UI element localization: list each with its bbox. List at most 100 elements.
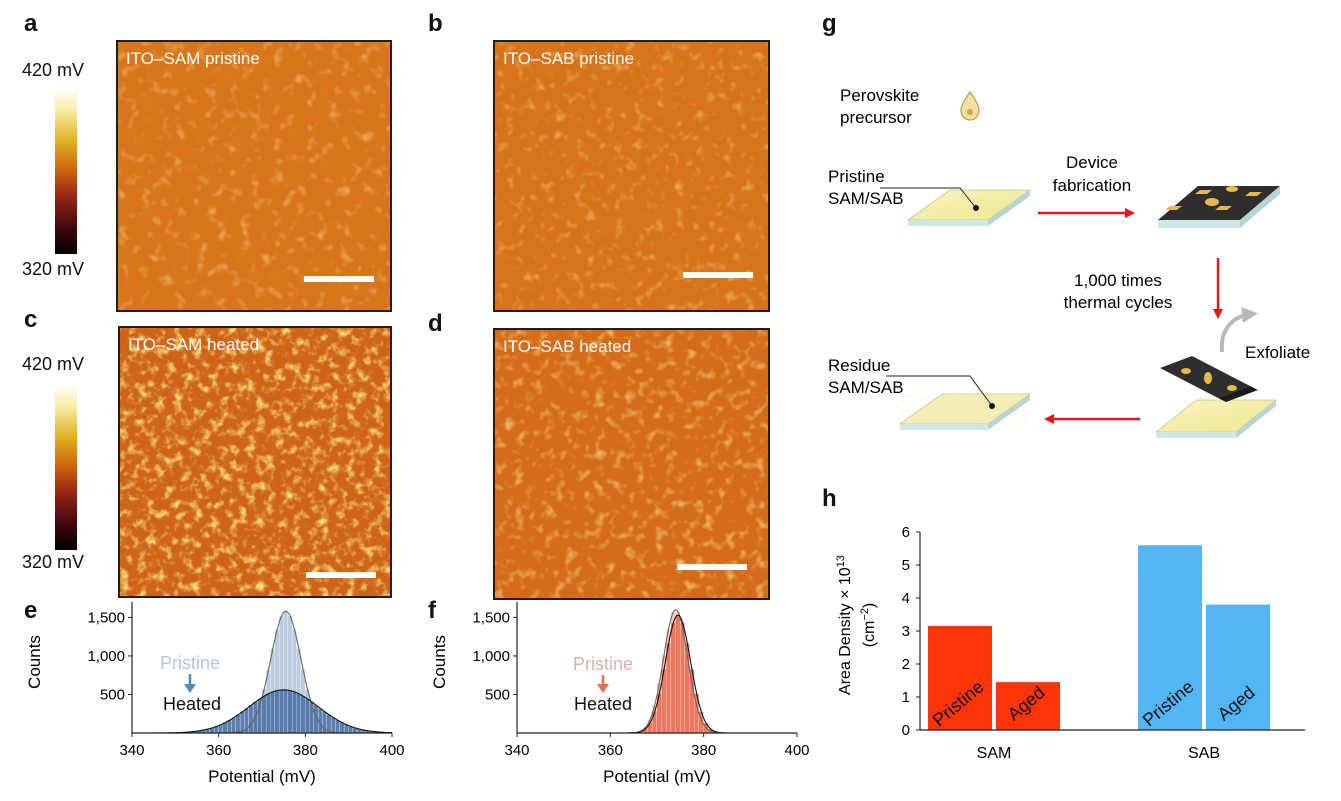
- hist-bar-heated: [657, 693, 662, 733]
- barchart-h: Pristine Aged Pristine Aged SAM SAB 0 1 2 3 4 5 6 A…: [835, 524, 1305, 762]
- bar-sab-pristine: [1138, 545, 1202, 730]
- hist-bar-heated: [279, 689, 284, 733]
- barchart-h-plot: Pristine Aged Pristine Aged: [928, 545, 1270, 730]
- colorbar-top-min: 320 mV: [22, 259, 85, 279]
- y-tick-label: 500: [485, 686, 510, 703]
- schematic-pristine-dot: [973, 205, 979, 211]
- histogram-e-legend-pristine: Pristine: [160, 653, 220, 673]
- panel-label-c: c: [24, 306, 38, 333]
- y-tick-label: 1,000: [472, 648, 510, 665]
- hist-bar-heated: [340, 722, 344, 733]
- hist-bar-heated: [227, 720, 232, 733]
- schematic-residue-line1: Residue: [828, 356, 890, 375]
- colorbar-bottom-gradient: [55, 384, 77, 550]
- x-category-label: SAB: [1188, 745, 1220, 762]
- barchart-h-ticks: SAM SAB 0 1 2 3 4 5 6: [902, 524, 1220, 762]
- hist-bar-heated: [205, 729, 210, 733]
- x-tick-label: 360: [206, 742, 231, 759]
- colorbar-bottom-max: 420 mV: [22, 354, 85, 374]
- y-tick-label: 2: [902, 656, 910, 673]
- hist-bar-heated: [223, 722, 227, 733]
- hist-bar-heated: [661, 669, 666, 733]
- panel-label-h: h: [822, 485, 837, 512]
- hist-bar-heated: [275, 690, 279, 733]
- histogram-f: 340 360 380 400 500 1,000 1,500 Potential (mV)…: [430, 602, 810, 786]
- hist-bar-heated: [270, 691, 275, 733]
- hist-bar-heated: [201, 730, 206, 733]
- hist-bar-heated: [643, 728, 648, 733]
- hist-bar-heated: [689, 669, 694, 733]
- bar-sam-pristine: [928, 626, 992, 730]
- histogram-e-ticks: 340 360 380 400 500 1,000 1,500: [87, 609, 404, 759]
- hist-bar-heated: [322, 711, 327, 733]
- histogram-e: 340 360 380 400 500 1,000 1,500 Potential (mV)…: [25, 602, 405, 786]
- histogram-e-xlabel: Potential (mV): [208, 767, 316, 786]
- hist-bar-heated: [283, 689, 288, 733]
- bar-sam-aged: [996, 682, 1060, 730]
- histogram-e-arrowhead-icon: [184, 684, 196, 693]
- map-c-title: ITO–SAM heated: [128, 335, 260, 354]
- hist-bar-heated: [210, 727, 214, 733]
- hist-bar-pristine: [283, 611, 288, 733]
- hist-bar-heated: [262, 696, 266, 733]
- hist-bar-pristine: [288, 616, 292, 733]
- histogram-f-arrowhead-icon: [597, 684, 609, 693]
- histogram-f-xlabel: Potential (mV): [603, 767, 711, 786]
- x-tick-label: 340: [119, 742, 144, 759]
- panel-label-d: d: [428, 310, 443, 337]
- colorbar-top-gradient: [55, 88, 77, 254]
- panel-label-e: e: [24, 597, 38, 624]
- hist-bar-pristine: [279, 616, 284, 733]
- schematic-exfoliate: Exfoliate: [1245, 343, 1310, 362]
- x-tick-label: 400: [784, 742, 809, 759]
- colorbar-top-max: 420 mV: [22, 60, 85, 80]
- hist-bar-heated: [361, 730, 366, 733]
- x-tick-label: 380: [691, 742, 716, 759]
- x-tick-label: 380: [293, 742, 318, 759]
- exfoliate-arrow-icon: [1219, 307, 1258, 353]
- schematic-residue-line2: SAM/SAB: [828, 378, 904, 397]
- hist-bar-heated: [652, 711, 657, 733]
- panel-label-f: f: [428, 597, 436, 624]
- schematic-pristine-line1: Pristine: [828, 167, 885, 186]
- hist-bar-heated: [353, 727, 357, 733]
- y-tick-label: 5: [902, 557, 910, 574]
- hist-bar-heated: [292, 691, 297, 733]
- y-tick-label: 4: [902, 590, 910, 607]
- schematic-precursor-line2: precursor: [840, 108, 912, 127]
- y-tick-label: 6: [902, 524, 910, 541]
- schematic-residue-leader: [886, 375, 993, 407]
- hist-bar-heated: [288, 690, 292, 733]
- hist-bar-heated: [214, 726, 219, 733]
- panel-label-g: g: [822, 10, 837, 37]
- hist-bar-heated: [309, 701, 314, 733]
- map-d-scale-bar: [677, 564, 747, 570]
- kpfm-map-b: ITO–SAB pristine: [493, 40, 770, 312]
- histogram-e-legend-heated: Heated: [163, 694, 221, 714]
- pristine-substrate: [906, 189, 1032, 226]
- histogram-f-ticks: 340 360 380 400 500 1,000 1,500: [472, 609, 809, 759]
- hist-bar-heated: [675, 615, 680, 733]
- residue-substrate: [898, 393, 1032, 430]
- hist-bar-heated: [335, 720, 340, 733]
- histogram-e-ylabel: Counts: [25, 635, 44, 689]
- hist-bar-heated: [231, 717, 236, 733]
- hist-bar-pristine: [270, 648, 275, 733]
- kpfm-map-c: ITO–SAM heated: [118, 326, 392, 598]
- device-stack: [1158, 186, 1280, 228]
- exfoliated-device: [1154, 356, 1278, 438]
- hist-bar-heated: [344, 724, 349, 733]
- hist-bar-heated: [314, 705, 318, 733]
- bar-sab-aged: [1206, 604, 1270, 730]
- x-tick-label: 360: [598, 742, 623, 759]
- histogram-f-legend-heated: Heated: [574, 694, 632, 714]
- kpfm-map-d: ITO–SAB heated: [493, 328, 770, 600]
- map-d-title: ITO–SAB heated: [503, 337, 632, 356]
- schematic-cycles-line2: thermal cycles: [1064, 293, 1173, 312]
- hist-bar-heated: [638, 731, 643, 733]
- hist-bar-heated: [366, 730, 370, 733]
- schematic-pristine-line2: SAM/SAB: [828, 189, 904, 208]
- map-c-scale-bar: [306, 572, 376, 578]
- schematic-pristine-leader: [880, 187, 977, 209]
- x-tick-label: 340: [504, 742, 529, 759]
